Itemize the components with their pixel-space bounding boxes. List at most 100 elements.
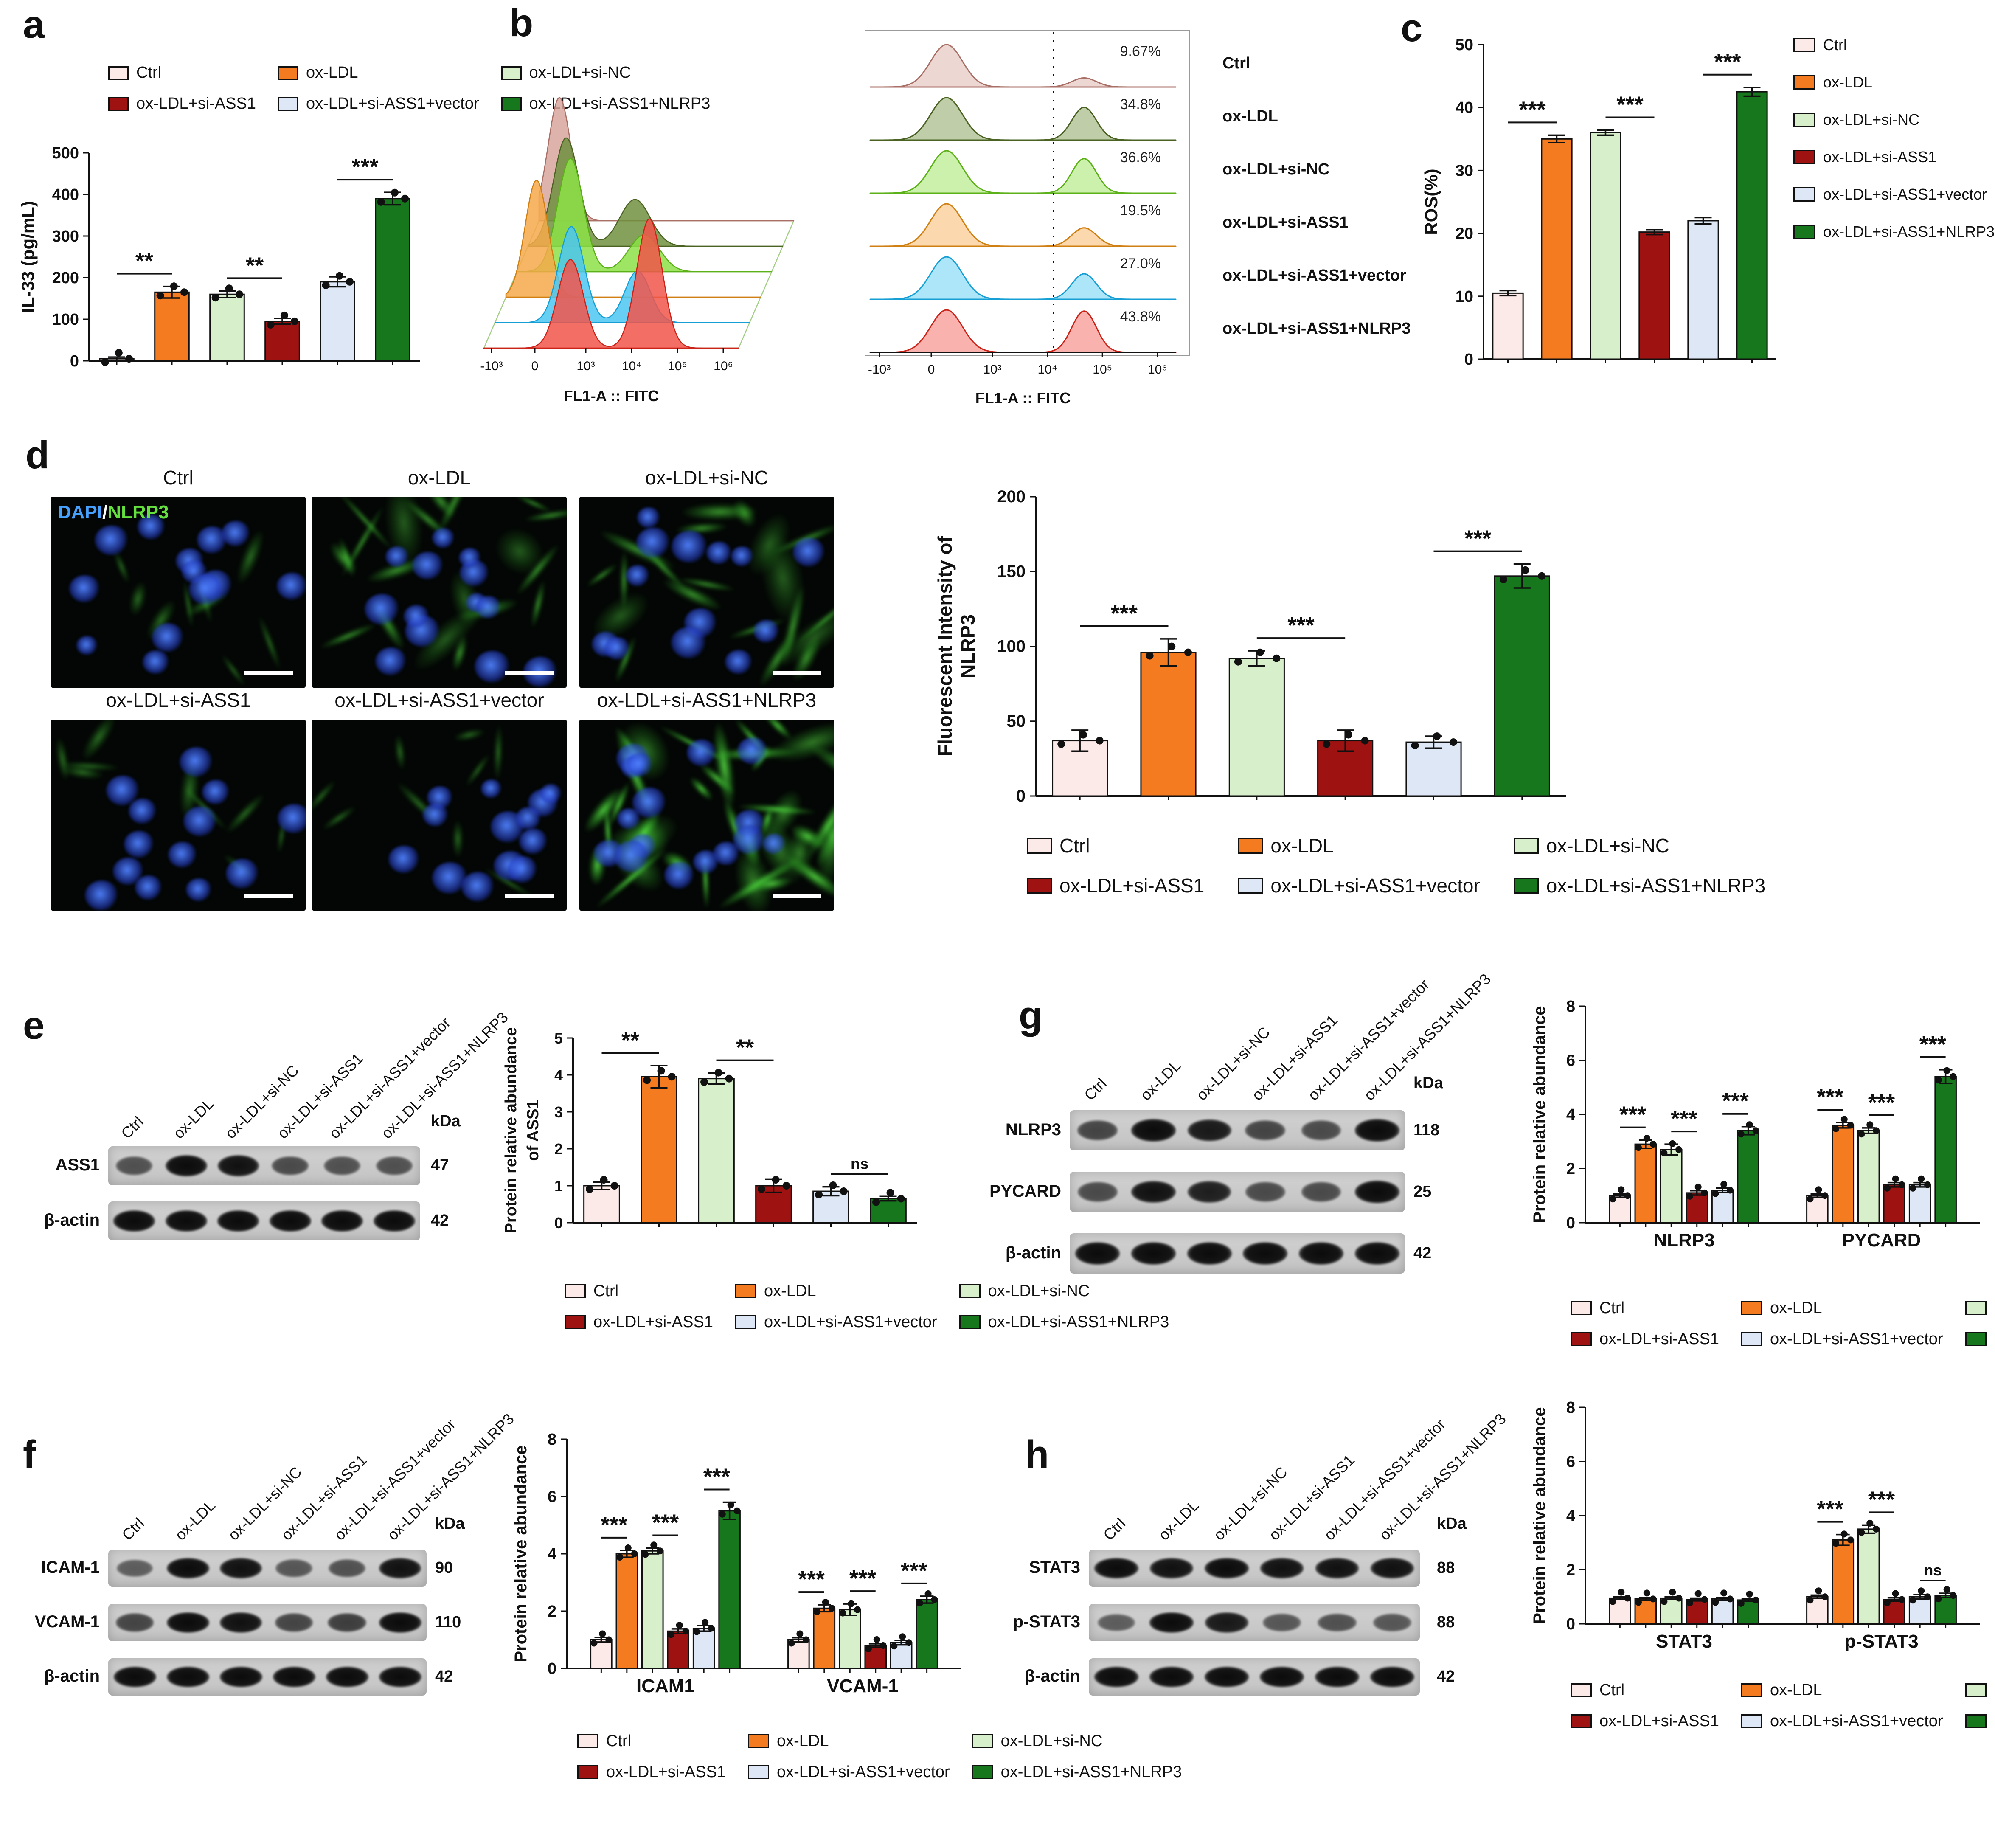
blot-band xyxy=(1131,1119,1176,1142)
blot-row-STAT3 xyxy=(1089,1550,1420,1587)
fluorescence-image-6 xyxy=(579,720,834,911)
svg-text:ns: ns xyxy=(851,1155,868,1173)
kda-value: 42 xyxy=(431,1212,449,1229)
svg-text:100: 100 xyxy=(52,311,79,329)
legend-swatch xyxy=(972,1765,993,1779)
svg-text:**: ** xyxy=(736,1035,754,1060)
legend-item: ox-LDL+si-ASS1+vector xyxy=(1238,874,1480,897)
kda-value: 25 xyxy=(1413,1182,1432,1201)
fluorescence-image-4 xyxy=(51,720,306,911)
legend-swatch xyxy=(1571,1683,1592,1697)
svg-text:STAT3: STAT3 xyxy=(1656,1631,1712,1652)
bar xyxy=(641,1550,664,1669)
legend-item: ox-LDL+si-ASS1+vector xyxy=(735,1313,937,1331)
svg-text:Protein relative abundance: Protein relative abundance xyxy=(1530,1407,1549,1624)
svg-text:6: 6 xyxy=(1566,1453,1575,1471)
blot-row-VCAM-1 xyxy=(108,1604,427,1641)
blot-band xyxy=(1354,1242,1399,1265)
svg-text:2: 2 xyxy=(548,1603,556,1620)
panel-letter-f: f xyxy=(23,1433,36,1476)
legend-label: ox-LDL+si-ASS1 xyxy=(593,1313,713,1331)
legend-item: ox-LDL xyxy=(735,1282,937,1300)
legend-item: Ctrl xyxy=(1571,1299,1719,1317)
kda-value: 118 xyxy=(1413,1121,1440,1139)
legend-item: ox-LDL xyxy=(1741,1299,1943,1317)
bar xyxy=(1590,132,1621,360)
svg-text:4: 4 xyxy=(548,1545,556,1563)
bar xyxy=(1857,1130,1880,1224)
kda-value: 88 xyxy=(1437,1559,1455,1577)
svg-text:***: *** xyxy=(351,154,378,180)
panel-letter-c: c xyxy=(1401,6,1423,50)
legend-item: ox-LDL+si-ASS1 xyxy=(1571,1712,1719,1730)
svg-text:10⁶: 10⁶ xyxy=(714,359,733,373)
blot-band xyxy=(220,1612,262,1633)
blot-band xyxy=(165,1210,207,1232)
blot-band xyxy=(1354,1181,1399,1203)
legend-item: ox-LDL+si-NC xyxy=(972,1732,1182,1750)
legend-swatch xyxy=(959,1315,981,1329)
blot-band xyxy=(321,1210,363,1232)
microscopy-label: ox-LDL+si-ASS1 xyxy=(106,689,251,711)
panel-letter-h: h xyxy=(1025,1433,1049,1476)
blot-band xyxy=(1354,1119,1399,1142)
svg-text:PYCARD: PYCARD xyxy=(1842,1230,1921,1251)
microscopy-label: ox-LDL+si-NC xyxy=(645,467,769,489)
svg-text:0: 0 xyxy=(1016,787,1026,805)
svg-text:100: 100 xyxy=(997,637,1026,656)
blot-band xyxy=(273,1666,315,1688)
svg-text:***: *** xyxy=(1671,1106,1697,1131)
bar xyxy=(320,281,355,362)
legend-label: ox-LDL+si-ASS1+NLRP3 xyxy=(1994,1712,1995,1730)
legend-label: ox-LDL+si-NC xyxy=(1823,111,1920,128)
blot-band xyxy=(1301,1120,1341,1140)
svg-text:***: *** xyxy=(901,1558,927,1584)
svg-text:Protein relative abundance: Protein relative abundance xyxy=(1530,1006,1549,1223)
svg-text:10: 10 xyxy=(1456,288,1473,306)
legend-item: Ctrl xyxy=(1027,834,1204,857)
blot-band xyxy=(1188,1181,1231,1203)
legend-label: ox-LDL xyxy=(1270,835,1334,857)
legend-label: ox-LDL xyxy=(1770,1681,1822,1699)
legend-label: ox-LDL+si-ASS1 xyxy=(606,1763,726,1781)
svg-text:50: 50 xyxy=(1456,36,1473,54)
legend-label: ox-LDL+si-ASS1+vector xyxy=(1770,1712,1943,1730)
blot-band xyxy=(1097,1614,1135,1631)
bar xyxy=(1492,292,1524,360)
blot-band xyxy=(326,1666,368,1688)
scale-bar xyxy=(244,894,293,898)
blot-band xyxy=(166,1666,209,1688)
scale-bar xyxy=(773,671,821,675)
svg-text:FL1-A :: FITC: FL1-A :: FITC xyxy=(975,389,1071,407)
blot-protein-name: β-actin xyxy=(1005,1243,1061,1262)
blot-band xyxy=(1149,1666,1194,1688)
panel-e-bar-chart: 0 1 2 3 4 5 Protein relative abundance of ASS1 *… xyxy=(502,1027,917,1234)
bar xyxy=(1736,91,1768,360)
blot-band xyxy=(219,1666,262,1688)
blot-row-β-actin xyxy=(108,1658,427,1696)
legend-label: ox-LDL xyxy=(306,64,358,82)
svg-text:Protein relative abundance: Protein relative abundance xyxy=(502,1027,520,1234)
svg-text:36.6%: 36.6% xyxy=(1120,149,1161,166)
blot-row-PYCARD xyxy=(1070,1172,1405,1212)
blot-lane-label: ox-LDL xyxy=(169,1094,217,1142)
svg-text:2: 2 xyxy=(1566,1561,1575,1579)
svg-text:***: *** xyxy=(652,1510,679,1536)
legend-label: ox-LDL+si-ASS1 xyxy=(1059,875,1205,897)
fluorescence-image-1: DAPI/NLRP3 xyxy=(51,497,306,688)
svg-text:10³: 10³ xyxy=(983,363,1001,377)
legend-swatch xyxy=(972,1734,993,1748)
legend-item: ox-LDL xyxy=(747,1732,950,1750)
legend-item: Ctrl xyxy=(577,1732,726,1750)
blot-band xyxy=(1205,1612,1248,1633)
bar xyxy=(1140,652,1197,797)
svg-text:10⁴: 10⁴ xyxy=(622,359,641,373)
svg-text:***: *** xyxy=(849,1566,876,1591)
legend-label: ox-LDL+si-ASS1+NLRP3 xyxy=(1000,1763,1182,1781)
blot-band xyxy=(1260,1558,1304,1578)
svg-text:Fluorescent Intensity of: Fluorescent Intensity of xyxy=(934,536,956,757)
blot-band xyxy=(1370,1558,1414,1578)
svg-text:10⁵: 10⁵ xyxy=(1093,363,1112,377)
kda-value: 42 xyxy=(435,1668,453,1685)
